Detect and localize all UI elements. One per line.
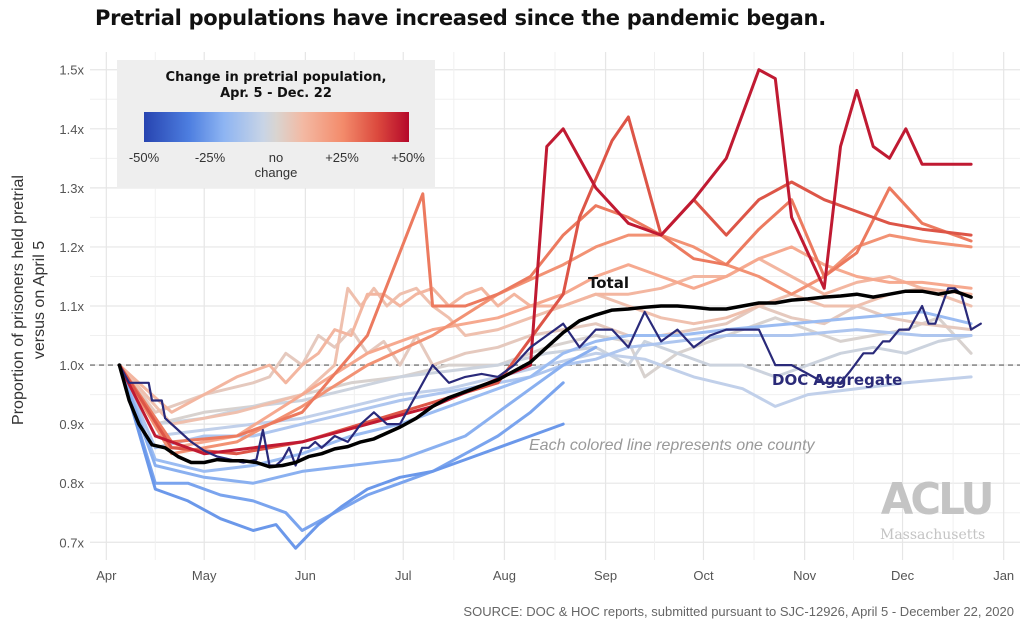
y-tick-label: 0.7x	[59, 535, 84, 550]
x-tick-label: Jan	[993, 568, 1014, 583]
series-line-county-p	[117, 363, 565, 550]
y-tick-label: 1.3x	[59, 181, 84, 196]
x-tick-label: Apr	[96, 568, 117, 583]
y-tick-label: 1.2x	[59, 240, 84, 255]
y-axis-ticks: 0.7x 0.8x 0.9x 1.0x 1.1x 1.2x 1.3x 1.4x 1.5x	[59, 63, 84, 551]
series-line-county-c	[117, 186, 973, 444]
y-axis-label-line1: Proportion of prisoners held pretrial	[10, 175, 27, 425]
series-line-county-d	[117, 233, 973, 456]
x-tick-label: Dec	[891, 568, 915, 583]
series-line-county-j	[117, 334, 973, 426]
y-tick-label: 1.0x	[59, 358, 84, 373]
aclu-logo: ACLU	[880, 474, 995, 525]
legend-label-minus50: -50%	[128, 150, 160, 165]
series-line-county-e	[117, 245, 973, 450]
x-tick-label: Oct	[693, 568, 714, 583]
legend-label-minus25: -25%	[194, 150, 226, 165]
series-line-county-g	[117, 286, 973, 426]
legend-label-no: no	[268, 150, 284, 165]
legend-label-plus25: +25%	[325, 150, 359, 165]
x-tick-label: Sep	[594, 568, 617, 583]
x-tick-label: Jul	[395, 568, 412, 583]
series-line-county-f	[117, 257, 973, 414]
series-group	[117, 68, 982, 550]
legend-gradient-bar	[144, 112, 409, 142]
series-line-county-h	[117, 304, 973, 414]
x-tick-label: Nov	[793, 568, 817, 583]
y-tick-label: 0.8x	[59, 476, 84, 491]
x-axis-ticks: Apr May Jun Jul Aug Sep Oct Nov Dec Jan	[96, 568, 1014, 583]
y-tick-label: 1.4x	[59, 122, 84, 137]
county-note-annotation: Each colored line represents one county	[529, 437, 815, 454]
legend-title-line1: Change in pretrial population,	[165, 70, 387, 85]
legend-label-change: change	[254, 165, 298, 180]
source-note: SOURCE: DOC & HOC reports, submitted pur…	[463, 604, 1014, 619]
aclu-logo-subtitle: Massachusetts	[880, 527, 986, 543]
total-annotation: Total	[588, 274, 629, 292]
x-tick-label: Aug	[493, 568, 516, 583]
color-legend: Change in pretrial population, Apr. 5 - …	[117, 60, 435, 188]
legend-label-no-change: no change	[241, 150, 311, 180]
x-tick-label: Jun	[295, 568, 316, 583]
y-tick-label: 1.5x	[59, 63, 84, 78]
chart-title: Pretrial populations have increased sinc…	[95, 6, 826, 30]
y-tick-label: 1.1x	[59, 299, 84, 314]
legend-title: Change in pretrial population, Apr. 5 - …	[117, 70, 435, 102]
y-tick-label: 0.9x	[59, 417, 84, 432]
y-axis-label-line2: versus on April 5	[31, 241, 48, 359]
series-line-total	[117, 289, 973, 469]
x-tick-label: May	[192, 568, 217, 583]
series-line-county-n	[117, 345, 598, 485]
legend-title-line2: Apr. 5 - Dec. 22	[220, 86, 332, 101]
doc-aggregate-annotation: DOC Aggregate	[772, 371, 903, 389]
legend-label-plus50: +50%	[391, 150, 425, 165]
